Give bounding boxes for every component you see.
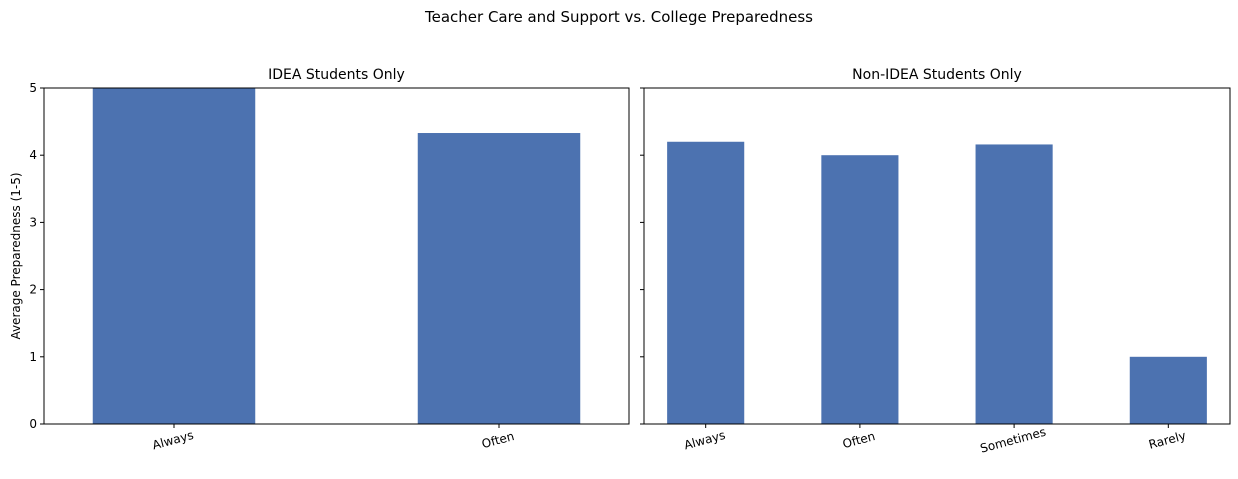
x-tick-label-always: Always <box>683 428 727 452</box>
y-tick-label: 0 <box>29 417 37 431</box>
bar-often <box>821 155 899 424</box>
x-tick-label-always: Always <box>151 428 195 452</box>
y-tick-label: 1 <box>29 350 37 364</box>
subplot-title: Non-IDEA Students Only <box>852 67 1022 83</box>
figure-title: Teacher Care and Support vs. College Pre… <box>424 8 813 26</box>
bar-always <box>667 141 745 424</box>
x-tick-label-often: Often <box>480 429 516 451</box>
y-axis-label: Average Preparedness (1-5) <box>9 172 23 339</box>
x-tick-label-often: Often <box>841 429 877 451</box>
bar-always <box>92 88 256 424</box>
chart-panel-1: 0 1 2 3 4 5 Always Often IDEA Students Only Avera… <box>9 67 630 452</box>
plot-frame <box>643 87 1231 425</box>
bar-often <box>417 133 581 424</box>
bar-sometimes <box>975 144 1053 424</box>
plot-frame <box>43 87 630 425</box>
chart-panel-2: Always Often Sometimes Rarely Non-IDEA Stude… <box>640 67 1231 456</box>
bar-rarely <box>1129 356 1207 424</box>
subplot-title: IDEA Students Only <box>268 67 405 83</box>
y-tick-label: 5 <box>29 81 37 95</box>
y-tick-label: 3 <box>29 215 37 229</box>
x-tick-label-rarely: Rarely <box>1147 428 1187 451</box>
x-tick-label-sometimes: Sometimes <box>979 425 1048 456</box>
y-tick-label: 2 <box>29 283 37 297</box>
y-tick-label: 4 <box>29 148 37 162</box>
